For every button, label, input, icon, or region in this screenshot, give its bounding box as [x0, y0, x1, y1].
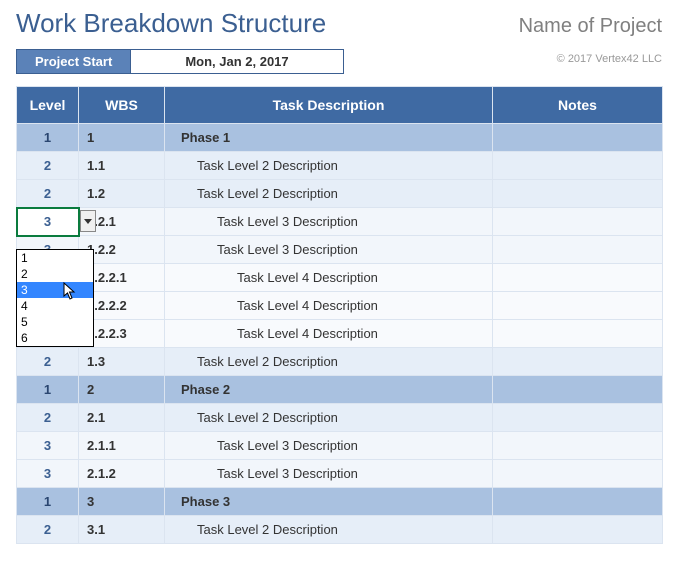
cell-task[interactable]: Task Level 4 Description — [165, 264, 493, 292]
cell-wbs[interactable]: 2.1.1 — [79, 432, 165, 460]
cell-notes[interactable] — [493, 516, 663, 544]
cell-notes[interactable] — [493, 264, 663, 292]
page-title: Work Breakdown Structure — [16, 8, 326, 39]
col-header-notes: Notes — [493, 87, 663, 124]
cell-level[interactable]: 2 — [17, 348, 79, 376]
cell-wbs[interactable]: 1.1 — [79, 152, 165, 180]
cell-level[interactable]: 2 — [17, 516, 79, 544]
cell-task[interactable]: Task Level 3 Description — [165, 236, 493, 264]
cell-notes[interactable] — [493, 432, 663, 460]
cell-notes[interactable] — [493, 404, 663, 432]
table-row: 21.1Task Level 2 Description — [17, 152, 663, 180]
cell-notes[interactable] — [493, 376, 663, 404]
copyright-text: © 2017 Vertex42 LLC — [557, 53, 662, 65]
cell-task[interactable]: Task Level 3 Description — [165, 208, 493, 236]
col-header-task: Task Description — [165, 87, 493, 124]
table-header-row: Level WBS Task Description Notes — [17, 87, 663, 124]
cell-wbs[interactable]: 2 — [79, 376, 165, 404]
cell-task[interactable]: Phase 2 — [165, 376, 493, 404]
cell-wbs[interactable]: 1.2 — [79, 180, 165, 208]
cell-task[interactable]: Task Level 3 Description — [165, 432, 493, 460]
cell-notes[interactable] — [493, 180, 663, 208]
cell-task[interactable]: Task Level 4 Description — [165, 320, 493, 348]
cell-task[interactable]: Task Level 2 Description — [165, 404, 493, 432]
dropdown-option[interactable]: 3 — [17, 282, 93, 298]
table-row: 31.2.2Task Level 3 Description — [17, 236, 663, 264]
cell-level[interactable]: 3 — [17, 460, 79, 488]
cell-notes[interactable] — [493, 348, 663, 376]
table-row: 32.1.1Task Level 3 Description — [17, 432, 663, 460]
cell-task[interactable]: Task Level 2 Description — [165, 348, 493, 376]
table-row: 12Phase 2 — [17, 376, 663, 404]
table-row: 41.2.2.3Task Level 4 Description — [17, 320, 663, 348]
cell-notes[interactable] — [493, 208, 663, 236]
cell-task[interactable]: Task Level 2 Description — [165, 516, 493, 544]
dropdown-toggle-icon[interactable] — [80, 210, 96, 232]
cell-notes[interactable] — [493, 124, 663, 152]
cell-wbs[interactable]: 2.1.2 — [79, 460, 165, 488]
cell-level[interactable]: 2 — [17, 180, 79, 208]
cell-level[interactable]: 2 — [17, 152, 79, 180]
dropdown-option[interactable]: 6 — [17, 330, 93, 346]
cell-task[interactable]: Task Level 2 Description — [165, 152, 493, 180]
dropdown-option[interactable]: 4 — [17, 298, 93, 314]
cell-task[interactable]: Phase 3 — [165, 488, 493, 516]
project-start-row: Project Start Mon, Jan 2, 2017 © 2017 Ve… — [0, 43, 678, 86]
cell-task[interactable]: Task Level 4 Description — [165, 292, 493, 320]
dropdown-option[interactable]: 2 — [17, 266, 93, 282]
table-row: 22.1Task Level 2 Description — [17, 404, 663, 432]
wbs-table: Level WBS Task Description Notes 11Phase… — [16, 86, 663, 544]
cell-task[interactable]: Task Level 2 Description — [165, 180, 493, 208]
cell-level[interactable]: 1 — [17, 124, 79, 152]
table-row: 31.2.1Task Level 3 Description — [17, 208, 663, 236]
cell-wbs[interactable]: 3.1 — [79, 516, 165, 544]
cell-notes[interactable] — [493, 152, 663, 180]
table-row: 41.2.2.2Task Level 4 Description — [17, 292, 663, 320]
table-row: 13Phase 3 — [17, 488, 663, 516]
cell-wbs[interactable]: 1.3 — [79, 348, 165, 376]
table-row: 21.2Task Level 2 Description — [17, 180, 663, 208]
cell-task[interactable]: Task Level 3 Description — [165, 460, 493, 488]
table-row: 21.3Task Level 2 Description — [17, 348, 663, 376]
table-row: 32.1.2Task Level 3 Description — [17, 460, 663, 488]
cell-notes[interactable] — [493, 236, 663, 264]
dropdown-option[interactable]: 5 — [17, 314, 93, 330]
level-dropdown-list[interactable]: 123456 — [16, 249, 94, 347]
cell-wbs[interactable]: 2.1 — [79, 404, 165, 432]
cell-level[interactable]: 1 — [17, 376, 79, 404]
table-row: 41.2.2.1Task Level 4 Description — [17, 264, 663, 292]
cell-notes[interactable] — [493, 460, 663, 488]
col-header-level: Level — [17, 87, 79, 124]
cell-level[interactable]: 1 — [17, 488, 79, 516]
cell-wbs[interactable]: 3 — [79, 488, 165, 516]
table-row: 11Phase 1 — [17, 124, 663, 152]
cell-level[interactable]: 2 — [17, 404, 79, 432]
cell-wbs[interactable]: 1 — [79, 124, 165, 152]
cell-notes[interactable] — [493, 320, 663, 348]
col-header-wbs: WBS — [79, 87, 165, 124]
project-start-label: Project Start — [16, 49, 131, 74]
dropdown-option[interactable]: 1 — [17, 250, 93, 266]
cell-notes[interactable] — [493, 488, 663, 516]
table-container: Level WBS Task Description Notes 11Phase… — [0, 86, 678, 544]
cell-task[interactable]: Phase 1 — [165, 124, 493, 152]
project-start-date[interactable]: Mon, Jan 2, 2017 — [131, 49, 343, 74]
project-name: Name of Project — [519, 15, 662, 38]
header: Work Breakdown Structure Name of Project — [0, 0, 678, 43]
cell-level[interactable]: 3 — [17, 432, 79, 460]
cell-notes[interactable] — [493, 292, 663, 320]
cell-level[interactable]: 3 — [17, 208, 79, 236]
table-row: 23.1Task Level 2 Description — [17, 516, 663, 544]
